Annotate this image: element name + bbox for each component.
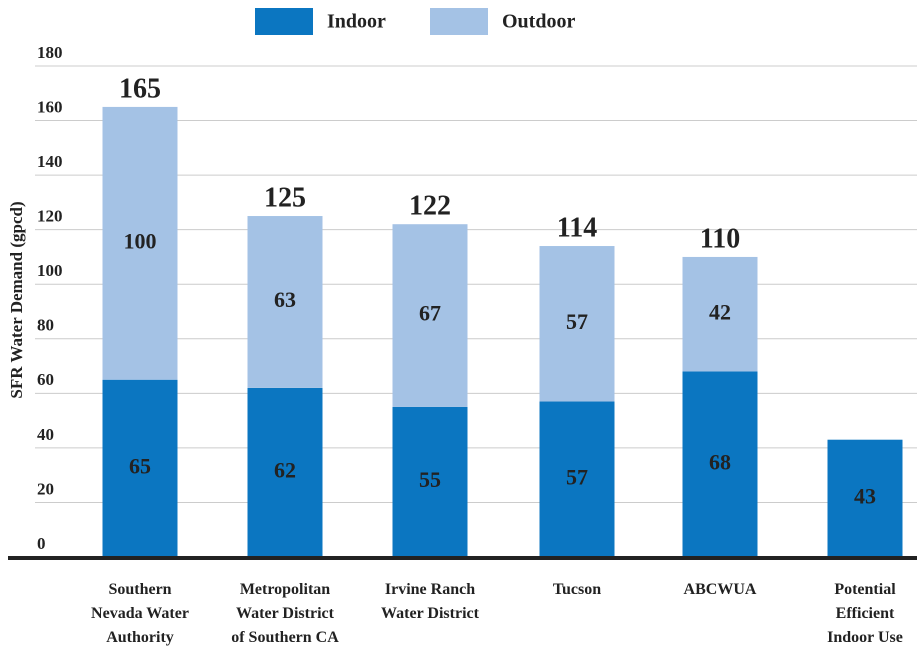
x-tick-label: ABCWUA [683,581,757,598]
total-label: 114 [557,212,597,243]
total-label: 125 [264,182,306,213]
legend-label: Indoor [327,11,386,33]
segment-label: 57 [566,309,588,334]
segment-label: 65 [129,453,151,478]
y-tick-label: 180 [37,43,63,62]
y-tick-label: 80 [37,316,54,335]
segment-label: 68 [709,449,731,474]
segment-label: 63 [274,287,296,312]
total-label: 110 [700,223,740,254]
y-axis-label: SFR Water Demand (gpcd) [7,201,26,398]
x-tick-label: Southern Nevada Water Authority [91,581,189,646]
y-tick-label: 160 [37,97,63,116]
segment-label: 42 [709,299,731,324]
y-tick-label: 100 [37,261,63,280]
y-tick-label: 120 [37,207,63,226]
x-tick-label: Metropolitan Water District of Southern … [231,581,339,646]
legend-swatch [255,8,313,35]
segment-label: 55 [419,467,441,492]
segment-label: 62 [274,457,296,482]
y-tick-label: 0 [37,534,46,553]
segment-label: 43 [854,483,876,508]
bar-segment [827,439,903,557]
bar-segment [682,256,758,372]
bar-segment [247,387,323,557]
segment-label: 100 [124,228,157,253]
legend-label: Outdoor [502,11,575,33]
bar-segment [539,401,615,557]
y-tick-label: 40 [37,425,54,444]
bar-segment [392,406,468,557]
bar-segment [682,371,758,557]
y-tick-label: 140 [37,152,63,171]
total-label: 165 [119,73,161,104]
bar-segment [392,224,468,407]
y-tick-label: 20 [37,479,54,498]
bar-segment [102,379,178,557]
segment-label: 57 [566,464,588,489]
x-tick-label: Tucson [552,581,602,598]
bar-segment [539,246,615,402]
y-tick-label: 60 [37,370,54,389]
legend-swatch [430,8,488,35]
total-label: 122 [409,191,451,222]
segment-label: 67 [419,301,441,326]
x-tick-label: Irvine Ranch Water District [381,581,479,622]
bar-segment [247,216,323,388]
x-tick-label: Potential Efficient Indoor Use [827,581,903,646]
bar-segment [102,106,178,380]
